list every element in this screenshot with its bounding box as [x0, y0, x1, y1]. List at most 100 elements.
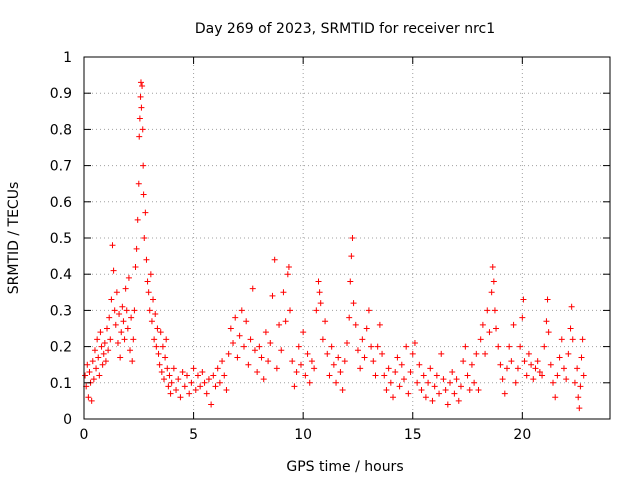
- data-point: [368, 343, 375, 350]
- data-point: [112, 321, 119, 328]
- data-point: [132, 263, 139, 270]
- data-point: [284, 271, 291, 278]
- data-point: [258, 354, 265, 361]
- data-point: [190, 365, 197, 372]
- data-point: [330, 361, 337, 368]
- data-point: [267, 339, 274, 346]
- data-point: [489, 263, 496, 270]
- data-point: [245, 361, 252, 368]
- data-point: [420, 372, 427, 379]
- data-point: [390, 394, 397, 401]
- data-point: [122, 285, 129, 292]
- data-point: [359, 336, 366, 343]
- data-point: [295, 343, 302, 350]
- data-point: [567, 325, 574, 332]
- data-point: [576, 405, 583, 412]
- data-point: [544, 296, 551, 303]
- data-point: [407, 368, 414, 375]
- data-point: [94, 336, 101, 343]
- data-point: [154, 325, 161, 332]
- data-point: [333, 379, 340, 386]
- data-point: [111, 307, 118, 314]
- data-point: [123, 307, 130, 314]
- data-point: [282, 318, 289, 325]
- data-point: [444, 401, 451, 408]
- x-tick-label: 5: [189, 427, 198, 443]
- data-point: [532, 365, 539, 372]
- data-point: [530, 376, 537, 383]
- y-tick-label: 0.9: [50, 86, 72, 102]
- data-point: [436, 390, 443, 397]
- data-point: [328, 343, 335, 350]
- data-point: [121, 336, 128, 343]
- data-point: [117, 354, 124, 361]
- data-point: [577, 383, 584, 390]
- data-points: [82, 79, 587, 412]
- data-point: [501, 390, 508, 397]
- grid: [84, 57, 610, 419]
- data-point: [350, 300, 357, 307]
- data-point: [447, 379, 454, 386]
- data-point: [219, 358, 226, 365]
- data-point: [243, 318, 250, 325]
- data-point: [223, 387, 230, 394]
- data-point: [128, 314, 135, 321]
- data-point: [394, 354, 401, 361]
- data-point: [425, 379, 432, 386]
- data-point: [541, 343, 548, 350]
- data-point: [547, 361, 554, 368]
- data-point: [285, 263, 292, 270]
- data-point: [136, 133, 143, 140]
- data-point: [201, 379, 208, 386]
- data-point: [569, 336, 576, 343]
- data-point: [409, 350, 416, 357]
- data-point: [488, 289, 495, 296]
- data-point: [88, 397, 95, 404]
- data-point: [168, 379, 175, 386]
- data-point: [575, 394, 582, 401]
- data-point: [100, 350, 107, 357]
- data-point: [457, 383, 464, 390]
- y-tick-label: 0.5: [50, 231, 72, 247]
- y-tick-label: 0.1: [50, 376, 72, 392]
- data-point: [512, 379, 519, 386]
- data-point: [162, 354, 169, 361]
- data-point: [346, 314, 353, 321]
- data-point: [451, 390, 458, 397]
- data-point: [405, 390, 412, 397]
- data-point: [110, 267, 117, 274]
- data-point: [105, 347, 112, 354]
- data-point: [574, 365, 581, 372]
- data-point: [199, 368, 206, 375]
- data-point: [197, 383, 204, 390]
- data-point: [536, 368, 543, 375]
- data-point: [247, 336, 254, 343]
- data-point: [130, 336, 137, 343]
- data-point: [157, 329, 164, 336]
- data-point: [475, 387, 482, 394]
- y-tick-label: 0.6: [50, 195, 72, 211]
- data-point: [466, 387, 473, 394]
- data-point: [194, 372, 201, 379]
- data-point: [365, 307, 372, 314]
- data-point: [143, 256, 150, 263]
- data-point: [86, 368, 93, 375]
- data-point: [348, 253, 355, 260]
- data-point: [363, 325, 370, 332]
- data-point: [136, 115, 143, 122]
- data-point: [97, 329, 104, 336]
- data-point: [372, 372, 379, 379]
- data-point: [493, 325, 500, 332]
- data-point: [322, 318, 329, 325]
- data-point: [138, 104, 145, 111]
- x-tick-label: 20: [513, 427, 531, 443]
- data-point: [151, 336, 158, 343]
- data-point: [306, 379, 313, 386]
- data-point: [374, 343, 381, 350]
- data-point: [221, 372, 228, 379]
- data-point: [525, 350, 532, 357]
- data-point: [167, 390, 174, 397]
- data-point: [315, 278, 322, 285]
- data-point: [238, 307, 245, 314]
- data-point: [173, 387, 180, 394]
